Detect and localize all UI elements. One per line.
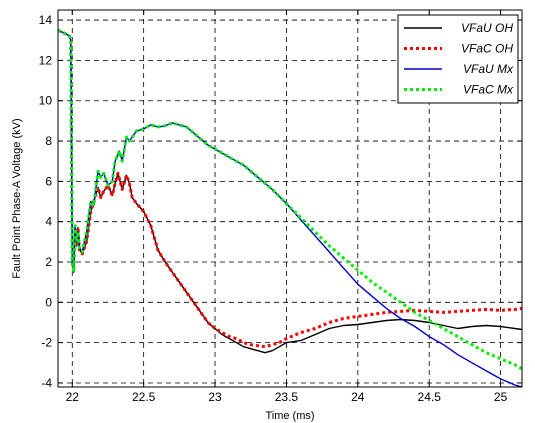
plot-area bbox=[58, 28, 522, 387]
x-tick-label: 22.5 bbox=[132, 390, 156, 404]
y-tick-label: 0 bbox=[45, 295, 52, 309]
x-tick-label: 24 bbox=[351, 390, 365, 404]
legend: VFaU OH VFaC OH VFaU Mx VFaC Mx bbox=[397, 14, 519, 104]
series-line-1 bbox=[58, 28, 522, 349]
y-tick-label: 2 bbox=[45, 255, 52, 269]
x-tick-label: 23 bbox=[208, 390, 222, 404]
x-axis-title: Time (ms) bbox=[265, 410, 314, 422]
y-tick-label: 10 bbox=[39, 94, 53, 108]
y-tick-label: 4 bbox=[45, 215, 52, 229]
legend-label-1: VFaC OH bbox=[461, 42, 513, 56]
y-tick-label: 12 bbox=[39, 53, 53, 67]
y-tick-label: -4 bbox=[41, 376, 52, 390]
legend-label-0: VFaU OH bbox=[461, 21, 513, 35]
y-tick-label: -2 bbox=[41, 336, 52, 350]
series-line-2 bbox=[58, 29, 522, 387]
x-tick-label: 22 bbox=[66, 390, 80, 404]
legend-label-2: VFaU Mx bbox=[463, 62, 514, 76]
y-axis-title: Fault Point Phase-A Voltage (kV) bbox=[11, 118, 23, 278]
x-tick-label: 23.5 bbox=[275, 390, 299, 404]
y-tick-label: 8 bbox=[45, 134, 52, 148]
x-tick-label: 24.5 bbox=[418, 390, 442, 404]
legend-label-3: VFaC Mx bbox=[463, 83, 514, 97]
x-tick-label: 25 bbox=[494, 390, 508, 404]
y-tick-label: 6 bbox=[45, 174, 52, 188]
y-tick-label: 14 bbox=[39, 13, 53, 27]
plot-frame bbox=[57, 9, 523, 388]
